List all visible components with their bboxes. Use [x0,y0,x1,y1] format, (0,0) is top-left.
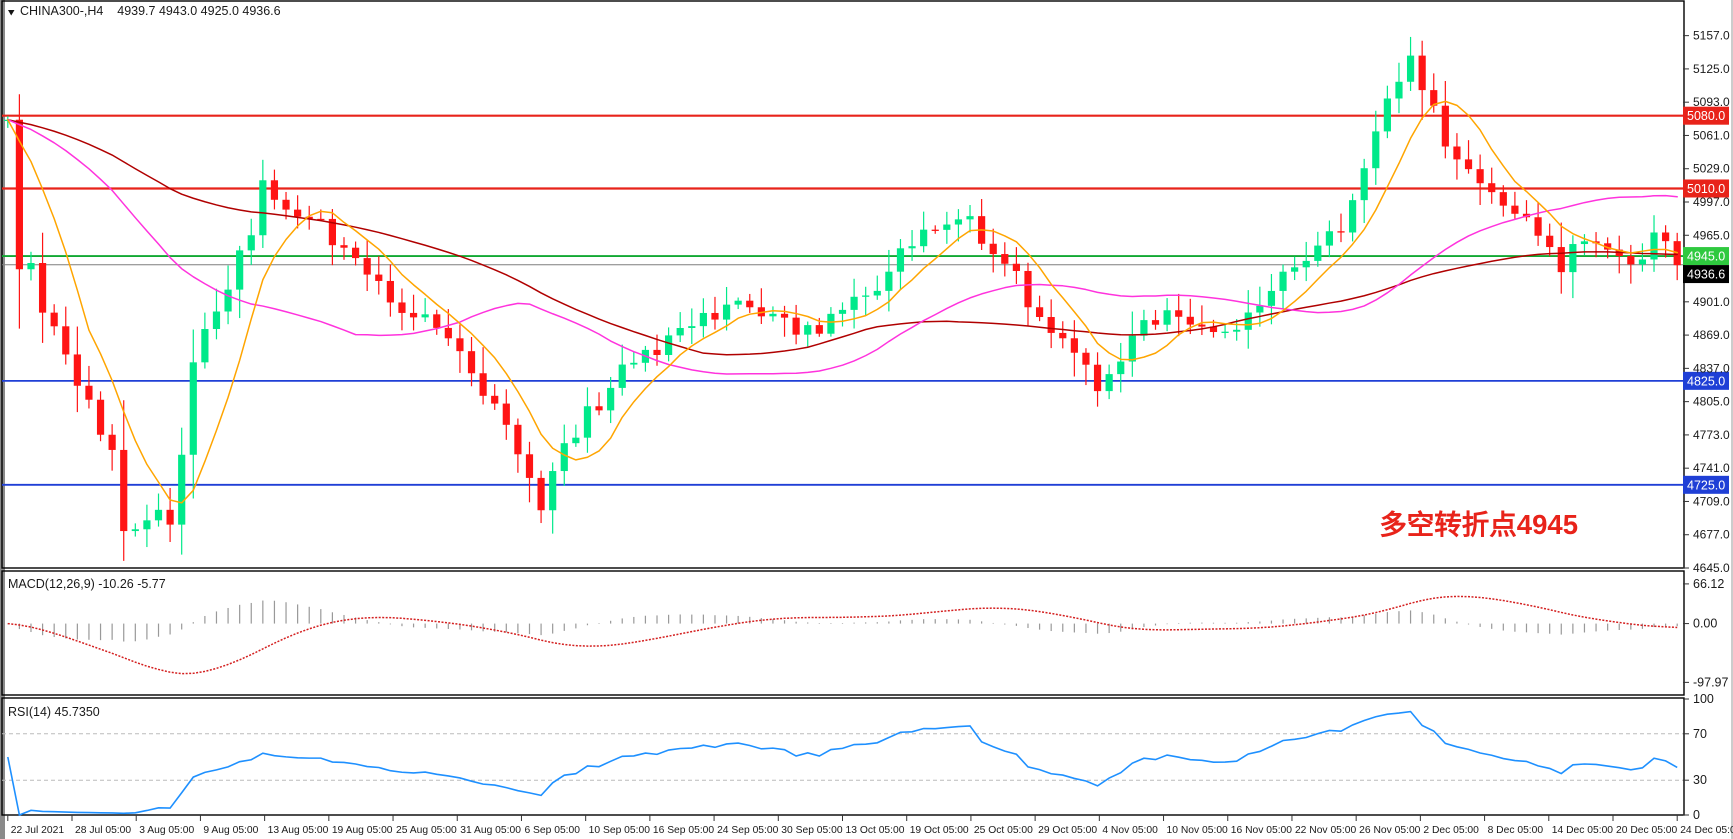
svg-text:4677.0: 4677.0 [1693,528,1730,542]
svg-text:5080.0: 5080.0 [1687,109,1725,123]
svg-text:13 Oct 05:00: 13 Oct 05:00 [846,825,905,836]
svg-text:30: 30 [1693,773,1707,787]
svg-text:4 Nov 05:00: 4 Nov 05:00 [1102,825,1158,836]
svg-text:4725.0: 4725.0 [1687,478,1725,492]
svg-text:8 Dec 05:00: 8 Dec 05:00 [1488,825,1544,836]
svg-text:19 Oct 05:00: 19 Oct 05:00 [910,825,969,836]
svg-text:4945.0: 4945.0 [1687,250,1725,264]
svg-text:4901.0: 4901.0 [1693,295,1730,309]
svg-text:16 Sep 05:00: 16 Sep 05:00 [653,825,715,836]
svg-text:20 Dec 05:00: 20 Dec 05:00 [1616,825,1678,836]
svg-text:4741.0: 4741.0 [1693,461,1730,475]
svg-text:22 Nov 05:00: 22 Nov 05:00 [1295,825,1357,836]
svg-text:13 Aug 05:00: 13 Aug 05:00 [268,825,329,836]
svg-text:5157.0: 5157.0 [1693,29,1730,43]
svg-text:5125.0: 5125.0 [1693,62,1730,76]
svg-text:10 Nov 05:00: 10 Nov 05:00 [1167,825,1229,836]
svg-text:28 Jul 05:00: 28 Jul 05:00 [75,825,131,836]
svg-text:25 Oct 05:00: 25 Oct 05:00 [974,825,1033,836]
svg-text:5061.0: 5061.0 [1693,128,1730,142]
svg-text:14 Dec 05:00: 14 Dec 05:00 [1552,825,1614,836]
svg-text:4709.0: 4709.0 [1693,494,1730,508]
svg-text:0.00: 0.00 [1693,617,1717,631]
svg-text:30 Sep 05:00: 30 Sep 05:00 [781,825,843,836]
svg-text:MACD(12,26,9) -10.26 -5.77: MACD(12,26,9) -10.26 -5.77 [8,577,166,591]
svg-text:4936.6: 4936.6 [1687,268,1725,282]
svg-text:RSI(14) 45.7350: RSI(14) 45.7350 [8,705,100,719]
svg-text:2 Dec 05:00: 2 Dec 05:00 [1423,825,1479,836]
svg-text:4997.0: 4997.0 [1693,195,1730,209]
svg-text:5093.0: 5093.0 [1693,95,1730,109]
svg-text:5010.0: 5010.0 [1687,182,1725,196]
svg-text:6 Sep 05:00: 6 Sep 05:00 [524,825,580,836]
svg-text:26 Nov 05:00: 26 Nov 05:00 [1359,825,1421,836]
svg-text:10 Sep 05:00: 10 Sep 05:00 [589,825,651,836]
svg-text:66.12: 66.12 [1693,577,1724,591]
svg-text:24 Sep 05:00: 24 Sep 05:00 [717,825,779,836]
svg-text:19 Aug 05:00: 19 Aug 05:00 [332,825,393,836]
svg-text:16 Nov 05:00: 16 Nov 05:00 [1231,825,1293,836]
svg-text:4773.0: 4773.0 [1693,428,1730,442]
svg-text:4825.0: 4825.0 [1687,374,1725,388]
svg-text:70: 70 [1693,727,1707,741]
svg-text:4805.0: 4805.0 [1693,395,1730,409]
svg-text:4869.0: 4869.0 [1693,328,1730,342]
svg-text:3 Aug 05:00: 3 Aug 05:00 [139,825,194,836]
svg-text:4645.0: 4645.0 [1693,561,1730,575]
svg-text:CHINA300-,H4 4939.7 4943.0: CHINA300-,H4 4939.7 4943.0 4925.0 4936.6 [20,4,281,18]
svg-text:29 Oct 05:00: 29 Oct 05:00 [1038,825,1097,836]
svg-text:22 Jul 2021: 22 Jul 2021 [11,825,65,836]
svg-text:4965.0: 4965.0 [1693,228,1730,242]
svg-text:4837.0: 4837.0 [1693,361,1730,375]
svg-text:9 Aug 05:00: 9 Aug 05:00 [203,825,258,836]
svg-text:多空转折点4945: 多空转折点4945 [1379,509,1578,540]
svg-text:100: 100 [1693,692,1714,706]
svg-text:24 Dec 05:00: 24 Dec 05:00 [1680,825,1733,836]
svg-text:5029.0: 5029.0 [1693,162,1730,176]
svg-text:31 Aug 05:00: 31 Aug 05:00 [460,825,521,836]
svg-text:-97.97: -97.97 [1693,675,1728,689]
svg-text:25 Aug 05:00: 25 Aug 05:00 [396,825,457,836]
svg-text:0: 0 [1693,808,1700,822]
